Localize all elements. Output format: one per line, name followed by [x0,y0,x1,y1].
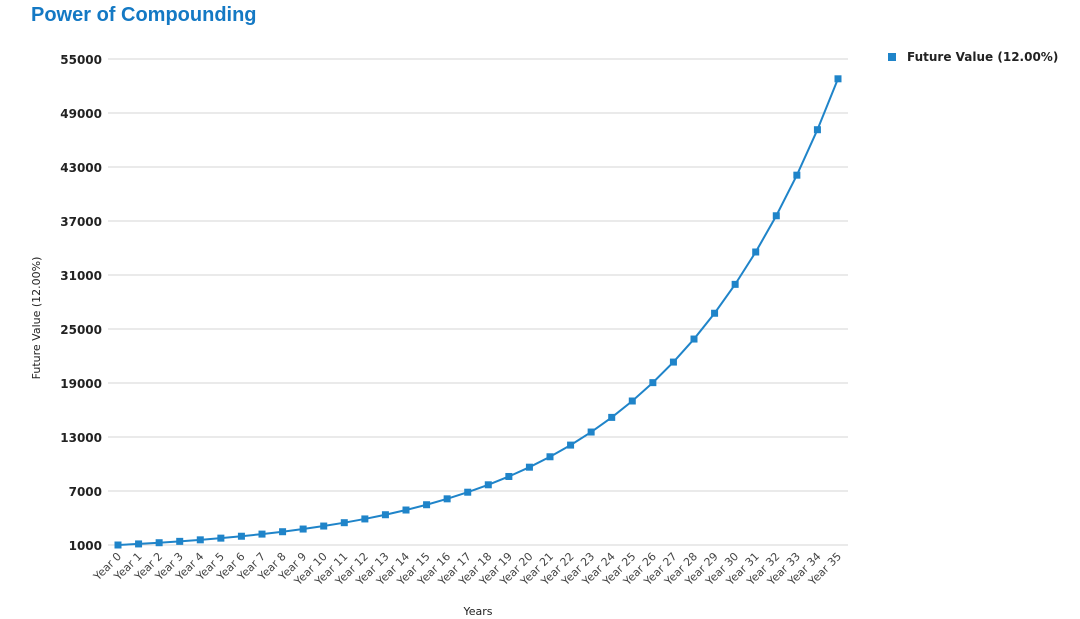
y-tick-label: 37000 [60,215,102,229]
data-point [752,248,760,256]
data-point [567,441,575,449]
data-point [505,472,513,480]
data-point [546,453,554,461]
data-point [258,530,266,538]
data-point [340,519,348,527]
data-point [587,428,595,436]
data-point [525,463,533,471]
data-point [320,522,328,530]
data-point [608,413,616,421]
data-point [196,536,204,544]
data-point [135,540,143,548]
data-point [669,358,677,366]
data-point [361,515,369,523]
data-point [299,525,307,533]
data-point [813,126,821,134]
legend-label[interactable]: Future Value (12.00%) [907,50,1058,64]
data-point [176,537,184,545]
data-point [279,528,287,536]
data-point [690,335,698,343]
data-point [381,511,389,519]
data-point [402,506,410,514]
y-tick-label: 55000 [60,53,102,67]
y-tick-label: 25000 [60,323,102,337]
chart-title: Power of Compounding [31,4,257,26]
data-point [793,171,801,179]
data-point [711,309,719,317]
legend-swatch [888,53,896,61]
y-tick-label: 19000 [60,377,102,391]
y-tick-label: 49000 [60,107,102,121]
data-point [464,488,472,496]
y-tick-label: 1000 [69,539,102,553]
data-point [217,534,225,542]
y-tick-label: 31000 [60,269,102,283]
data-point [237,532,245,540]
data-point [484,481,492,489]
data-point [834,75,842,83]
data-point [628,397,636,405]
data-point [443,495,451,503]
series-line [117,78,839,546]
x-axis-label: Years [462,605,492,618]
y-tick-label: 43000 [60,161,102,175]
data-point [155,539,163,547]
y-tick-label: 13000 [60,431,102,445]
y-tick-label: 7000 [69,485,102,499]
data-point [649,379,657,387]
data-point [731,280,739,288]
y-axis-label: Future Value (12.00%) [30,257,43,380]
data-point [114,541,122,549]
data-point [423,501,431,509]
data-point [772,212,780,220]
